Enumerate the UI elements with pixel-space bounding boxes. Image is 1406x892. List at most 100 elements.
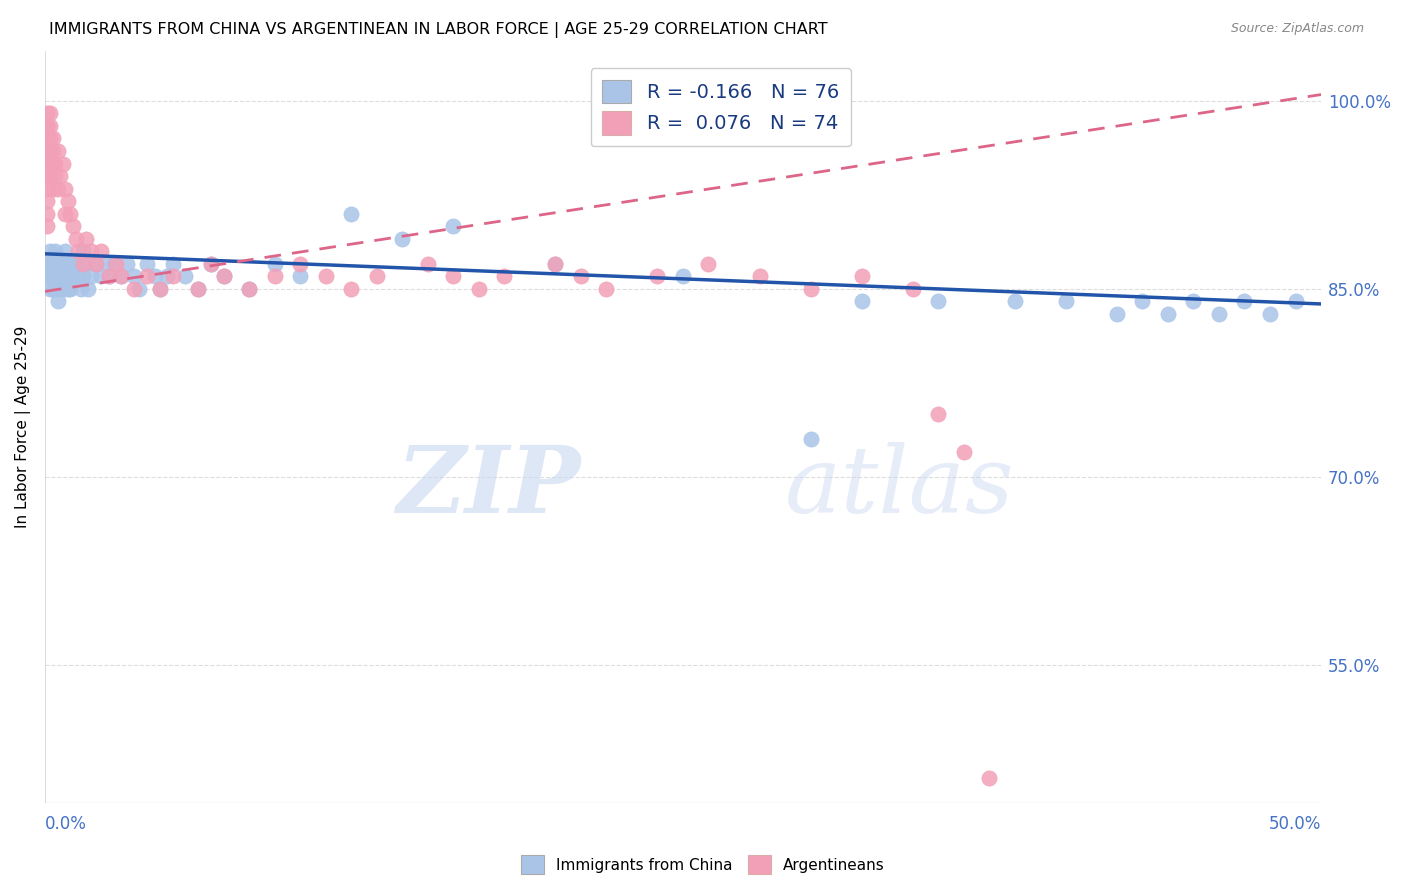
Point — [39, 156, 62, 170]
Point — [128, 282, 150, 296]
Point — [37, 119, 59, 133]
Point — [49, 257, 72, 271]
Point — [52, 282, 75, 296]
Point — [41, 257, 63, 271]
Point — [90, 269, 112, 284]
Point — [952, 445, 974, 459]
Point — [212, 269, 235, 284]
Point — [52, 156, 75, 170]
Text: Source: ZipAtlas.com: Source: ZipAtlas.com — [1230, 22, 1364, 36]
Point — [105, 257, 128, 271]
Point — [41, 131, 63, 145]
Point — [37, 144, 59, 158]
Point — [80, 244, 103, 259]
Point — [748, 269, 770, 284]
Point — [416, 257, 439, 271]
Point — [37, 156, 59, 170]
Point — [288, 269, 311, 284]
Point — [174, 269, 197, 284]
Point — [263, 269, 285, 284]
Point — [595, 282, 617, 296]
Point — [75, 232, 97, 246]
Point — [901, 282, 924, 296]
Point — [441, 269, 464, 284]
Point — [67, 244, 90, 259]
Point — [149, 282, 172, 296]
Point — [44, 269, 66, 284]
Point — [44, 169, 66, 183]
Point — [41, 269, 63, 284]
Point — [1054, 294, 1077, 309]
Point — [187, 282, 209, 296]
Text: IMMIGRANTS FROM CHINA VS ARGENTINEAN IN LABOR FORCE | AGE 25-29 CORRELATION CHAR: IMMIGRANTS FROM CHINA VS ARGENTINEAN IN … — [49, 22, 828, 38]
Point — [122, 269, 145, 284]
Point — [672, 269, 695, 284]
Point — [238, 282, 260, 296]
Point — [136, 269, 159, 284]
Point — [94, 257, 117, 271]
Point — [65, 232, 87, 246]
Point — [53, 269, 76, 284]
Point — [927, 294, 949, 309]
Point — [62, 219, 84, 234]
Point — [69, 282, 91, 296]
Point — [103, 257, 125, 271]
Point — [72, 257, 94, 271]
Point — [494, 269, 516, 284]
Point — [41, 181, 63, 195]
Point — [1258, 307, 1281, 321]
Point — [110, 269, 132, 284]
Point — [927, 407, 949, 421]
Point — [315, 269, 337, 284]
Point — [200, 257, 222, 271]
Point — [52, 269, 75, 284]
Point — [200, 257, 222, 271]
Point — [979, 771, 1001, 785]
Point — [46, 282, 69, 296]
Point — [238, 282, 260, 296]
Point — [75, 257, 97, 271]
Point — [1233, 294, 1256, 309]
Point — [77, 282, 100, 296]
Legend: R = -0.166   N = 76, R =  0.076   N = 74: R = -0.166 N = 76, R = 0.076 N = 74 — [591, 68, 851, 146]
Point — [162, 269, 184, 284]
Point — [59, 257, 82, 271]
Point — [544, 257, 567, 271]
Text: ZIP: ZIP — [396, 442, 581, 532]
Legend: Immigrants from China, Argentineans: Immigrants from China, Argentineans — [515, 849, 891, 880]
Point — [44, 244, 66, 259]
Point — [162, 257, 184, 271]
Point — [697, 257, 720, 271]
Point — [59, 207, 82, 221]
Point — [37, 106, 59, 120]
Point — [340, 207, 363, 221]
Point — [468, 282, 491, 296]
Point — [115, 257, 138, 271]
Point — [1208, 307, 1230, 321]
Point — [39, 257, 62, 271]
Point — [37, 194, 59, 208]
Point — [52, 257, 75, 271]
Point — [41, 282, 63, 296]
Point — [441, 219, 464, 234]
Point — [1105, 307, 1128, 321]
Point — [851, 269, 873, 284]
Text: 0.0%: 0.0% — [45, 815, 87, 833]
Point — [37, 207, 59, 221]
Point — [37, 144, 59, 158]
Point — [156, 269, 179, 284]
Point — [569, 269, 592, 284]
Point — [53, 207, 76, 221]
Point — [53, 181, 76, 195]
Point — [97, 269, 120, 284]
Point — [37, 269, 59, 284]
Point — [851, 294, 873, 309]
Point — [80, 269, 103, 284]
Point — [59, 282, 82, 296]
Point — [149, 282, 172, 296]
Point — [46, 144, 69, 158]
Point — [340, 282, 363, 296]
Point — [46, 181, 69, 195]
Point — [1182, 294, 1205, 309]
Text: 50.0%: 50.0% — [1268, 815, 1322, 833]
